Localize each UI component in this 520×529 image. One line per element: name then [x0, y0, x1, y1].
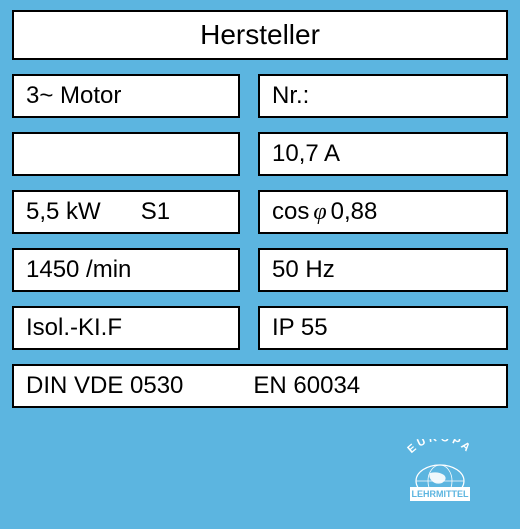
ip-text: IP 55 [272, 314, 328, 342]
nameplate: Hersteller 3~ Motor Nr.: 10,7 A 5,5 kW S… [12, 10, 508, 408]
row-motor-nr: 3~ Motor Nr.: [12, 74, 508, 118]
row-rpm-freq: 1450 /min 50 Hz [12, 248, 508, 292]
row-power-cos: 5,5 kW S1 cos φ 0,88 [12, 190, 508, 234]
cos-value: 0,88 [331, 198, 378, 226]
cosphi-text: cos φ 0,88 [272, 198, 377, 226]
rpm-text: 1450 /min [26, 256, 131, 284]
row-blank-current: 10,7 A [12, 132, 508, 176]
std2-text: EN 60034 [253, 372, 360, 400]
row-standards: DIN VDE 0530 EN 60034 [12, 364, 508, 408]
cell-ip: IP 55 [258, 306, 508, 350]
header-cell: Hersteller [12, 10, 508, 60]
europa-lehrmittel-logo: EUROPA LEHRMITTEL [390, 439, 490, 509]
logo-svg: EUROPA LEHRMITTEL [390, 439, 490, 509]
cell-standards: DIN VDE 0530 EN 60034 [12, 364, 508, 408]
motor-text: 3~ Motor [26, 82, 121, 110]
logo-top-text: EUROPA [405, 439, 474, 456]
nr-text: Nr.: [272, 82, 309, 110]
power-text: 5,5 kW [26, 198, 101, 226]
row-isol-ip: Isol.-KI.F IP 55 [12, 306, 508, 350]
freq-text: 50 Hz [272, 256, 335, 284]
cell-nr: Nr.: [258, 74, 508, 118]
phi-symbol: φ [313, 199, 326, 226]
logo-bottom-text: LEHRMITTEL [412, 489, 469, 499]
cell-power: 5,5 kW S1 [12, 190, 240, 234]
isol-text: Isol.-KI.F [26, 314, 122, 342]
cell-current: 10,7 A [258, 132, 508, 176]
std1-text: DIN VDE 0530 [26, 372, 183, 400]
globe-land [429, 472, 445, 483]
cos-prefix: cos [272, 198, 309, 226]
cell-rpm: 1450 /min [12, 248, 240, 292]
cell-freq: 50 Hz [258, 248, 508, 292]
header-text: Hersteller [200, 19, 320, 51]
current-text: 10,7 A [272, 140, 340, 168]
duty-text: S1 [141, 198, 170, 226]
cell-motor: 3~ Motor [12, 74, 240, 118]
cell-isol: Isol.-KI.F [12, 306, 240, 350]
cell-cosphi: cos φ 0,88 [258, 190, 508, 234]
cell-blank [12, 132, 240, 176]
